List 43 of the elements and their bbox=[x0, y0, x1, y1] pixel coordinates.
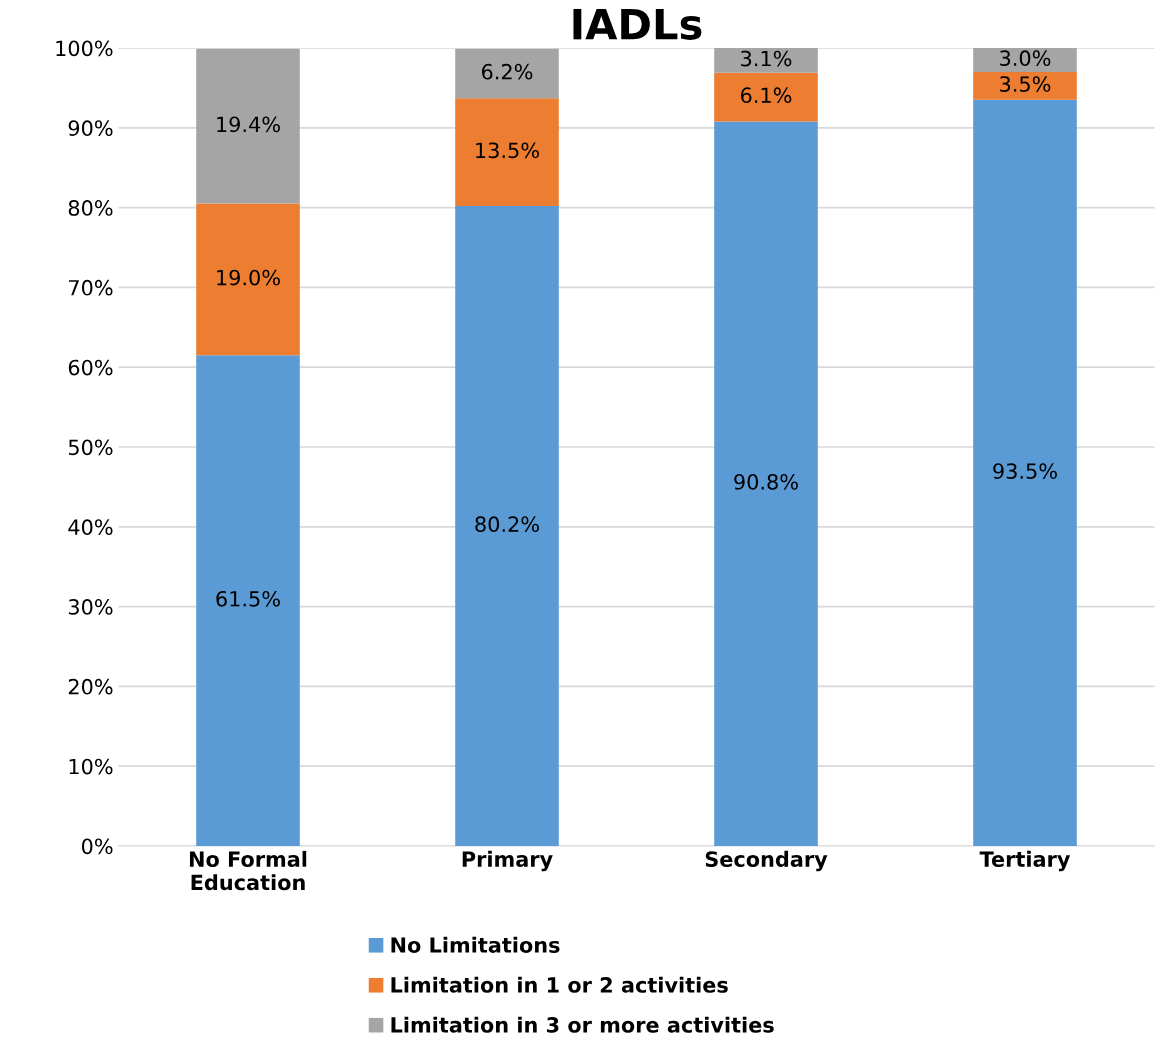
x-tick-label: No Formal Education bbox=[189, 850, 307, 891]
data-label: 19.0% bbox=[217, 269, 280, 286]
x-tick-label: Tertiary bbox=[979, 850, 1071, 872]
bar bbox=[196, 48, 300, 204]
data-label: 13.5% bbox=[476, 142, 539, 159]
bar bbox=[455, 206, 559, 846]
data-label: 3.0% bbox=[1000, 50, 1051, 67]
y-tick-label: 60% bbox=[68, 359, 113, 376]
y-tick-label: 0% bbox=[81, 838, 113, 855]
x-tick-label: Primary bbox=[462, 850, 553, 872]
data-label: 3.5% bbox=[1000, 76, 1051, 92]
x-tick-label: Secondary bbox=[705, 850, 828, 872]
legend-label: Limitation in 1 or 2 activities bbox=[391, 976, 728, 993]
bar bbox=[714, 72, 818, 122]
data-label: 6.2% bbox=[481, 63, 533, 80]
data-label: 80.2% bbox=[475, 516, 539, 533]
legend-label: No Limitations bbox=[391, 936, 560, 953]
y-tick-label: 10% bbox=[69, 758, 113, 775]
data-label: 93.5% bbox=[993, 463, 1057, 479]
y-tick-label: 40% bbox=[68, 519, 113, 536]
bar bbox=[714, 48, 818, 73]
y-tick-label: 90% bbox=[68, 120, 113, 137]
data-label: 61.5% bbox=[216, 590, 280, 607]
bar bbox=[455, 48, 559, 99]
data-label: 6.1% bbox=[740, 87, 792, 104]
y-tick-label: 50% bbox=[68, 439, 113, 456]
y-tick-label: 80% bbox=[68, 200, 113, 216]
y-tick-label: 70% bbox=[69, 279, 113, 296]
bar bbox=[196, 355, 300, 846]
bar bbox=[973, 99, 1077, 846]
legend-label: Limitation in 3 or more activities bbox=[391, 1016, 774, 1033]
bar bbox=[714, 121, 818, 846]
data-label: 19.4% bbox=[217, 116, 280, 133]
bar bbox=[973, 48, 1077, 72]
chart-title: IADLs bbox=[573, 8, 702, 40]
data-label: 3.1% bbox=[741, 50, 792, 67]
bar bbox=[973, 71, 1077, 100]
bar bbox=[455, 98, 559, 206]
bar bbox=[196, 203, 300, 356]
y-tick-label: 100% bbox=[56, 40, 113, 57]
data-label: 90.8% bbox=[734, 473, 798, 490]
y-tick-label: 20% bbox=[68, 678, 113, 695]
y-tick-label: 30% bbox=[68, 599, 113, 615]
